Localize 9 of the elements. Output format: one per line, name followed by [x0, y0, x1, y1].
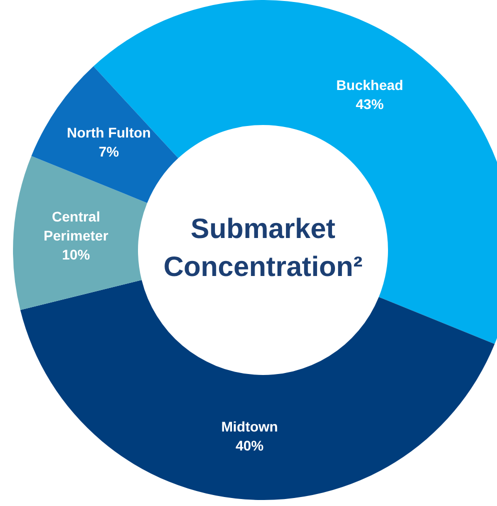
slice-label: Central Perimeter: [44, 208, 109, 244]
data-label: 10%: [62, 246, 91, 262]
slice-label: Buckhead: [336, 77, 404, 94]
data-label: 43%: [356, 96, 384, 112]
data-label: 7%: [98, 144, 120, 160]
slice-label: North Fulton: [66, 124, 151, 141]
text: Submarket Concentration²: [162, 212, 364, 284]
slice-label: Midtown: [221, 418, 278, 434]
data-label: 40%: [236, 437, 264, 454]
